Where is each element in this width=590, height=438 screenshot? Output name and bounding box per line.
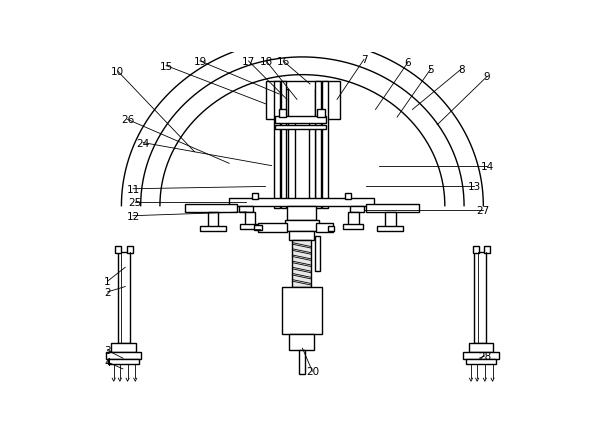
Bar	[258, 223, 287, 232]
Bar	[348, 212, 359, 226]
Bar	[468, 343, 493, 352]
Text: 17: 17	[242, 57, 255, 67]
Bar	[276, 126, 326, 129]
Bar	[277, 89, 288, 119]
Bar	[377, 226, 403, 232]
Bar	[200, 226, 226, 232]
Bar	[474, 252, 486, 343]
Bar	[208, 212, 218, 228]
Text: 6: 6	[405, 58, 411, 68]
Text: 4: 4	[104, 357, 111, 367]
Bar	[293, 241, 311, 287]
Bar	[254, 226, 261, 230]
Bar	[366, 205, 419, 212]
Text: 14: 14	[480, 161, 494, 171]
Bar	[316, 223, 333, 232]
Bar	[316, 89, 326, 119]
Bar	[309, 120, 316, 208]
Bar	[322, 82, 328, 208]
Bar	[287, 206, 316, 220]
Bar	[117, 252, 130, 343]
Text: 27: 27	[477, 205, 490, 215]
Bar	[299, 350, 304, 374]
Bar	[127, 246, 133, 253]
Bar	[316, 82, 321, 208]
Bar	[316, 237, 320, 272]
Bar	[281, 287, 322, 335]
Bar	[240, 225, 260, 229]
Bar	[274, 82, 280, 208]
Bar	[112, 343, 136, 352]
Bar	[343, 225, 363, 229]
Text: 19: 19	[194, 57, 206, 67]
Text: 8: 8	[458, 64, 465, 74]
Text: 11: 11	[126, 184, 140, 194]
Bar	[284, 220, 319, 232]
Bar	[253, 194, 258, 199]
Text: 9: 9	[484, 72, 490, 82]
Bar	[484, 246, 490, 253]
Text: 16: 16	[277, 57, 290, 67]
Bar	[463, 352, 499, 359]
Text: 24: 24	[136, 138, 150, 148]
Bar	[466, 359, 496, 364]
Bar	[230, 198, 374, 206]
Bar	[245, 212, 255, 226]
Bar	[276, 117, 326, 123]
Bar	[350, 206, 364, 212]
Bar	[345, 194, 351, 199]
Bar	[289, 232, 314, 241]
Bar	[266, 82, 340, 120]
Bar	[385, 212, 395, 228]
Bar	[328, 227, 334, 232]
Text: 5: 5	[428, 64, 434, 74]
Bar	[278, 110, 286, 118]
Text: 26: 26	[121, 115, 134, 125]
Text: 25: 25	[129, 198, 142, 207]
Bar	[106, 352, 142, 359]
Text: 28: 28	[478, 351, 491, 361]
Text: 1: 1	[104, 276, 111, 286]
Text: 10: 10	[111, 67, 124, 77]
Bar	[115, 246, 122, 253]
Bar	[288, 120, 294, 208]
Text: 13: 13	[467, 182, 481, 192]
Bar	[473, 246, 478, 253]
Text: 12: 12	[126, 211, 140, 221]
Text: 7: 7	[360, 55, 368, 65]
Text: 18: 18	[260, 57, 273, 67]
Bar	[109, 359, 139, 364]
Text: 3: 3	[104, 346, 111, 356]
Bar	[289, 335, 314, 350]
Bar	[185, 205, 237, 212]
Text: 15: 15	[159, 61, 173, 71]
Bar	[239, 206, 253, 212]
Bar	[281, 82, 286, 208]
Bar	[317, 110, 325, 118]
Text: 2: 2	[104, 287, 111, 297]
Text: 20: 20	[306, 367, 319, 376]
